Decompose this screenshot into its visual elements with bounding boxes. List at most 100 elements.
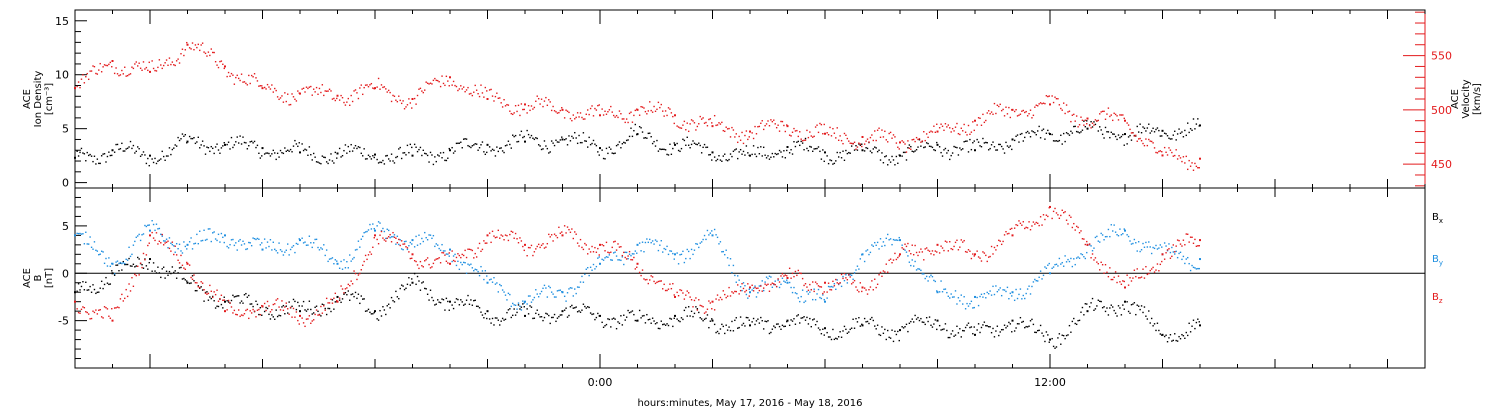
scatter-dot: [826, 297, 828, 299]
scatter-dot: [119, 147, 122, 150]
scatter-dot: [569, 140, 572, 142]
scatter-dot: [167, 247, 169, 249]
scatter-dot: [809, 283, 811, 286]
scatter-dot: [471, 304, 474, 306]
scatter-dot: [986, 325, 988, 327]
scatter-dot: [376, 225, 378, 227]
scatter-dot: [1080, 311, 1082, 313]
scatter-dot: [574, 118, 576, 120]
scatter-dot: [413, 272, 416, 275]
scatter-dot: [1096, 120, 1098, 122]
scatter-dot: [1009, 116, 1012, 119]
scatter-dot: [555, 234, 557, 237]
data-point: [1199, 239, 1201, 242]
scatter-dot: [597, 247, 599, 250]
scatter-dot: [288, 254, 290, 256]
scatter-dot: [775, 285, 778, 288]
scatter-dot: [438, 81, 440, 83]
data-point: [336, 262, 339, 265]
scatter-dot: [129, 265, 132, 267]
scatter-dot: [285, 305, 287, 307]
scatter-dot: [395, 290, 397, 293]
scatter-dot: [983, 252, 986, 254]
scatter-dot: [483, 96, 485, 98]
scatter-dot: [395, 243, 397, 245]
scatter-dot: [239, 302, 241, 304]
scatter-dot: [946, 329, 948, 332]
scatter-dot: [1071, 132, 1074, 134]
scatter-dot: [848, 151, 850, 154]
scatter-dot: [1188, 262, 1190, 265]
scatter-dot: [252, 305, 254, 308]
scatter-dot: [784, 274, 787, 276]
scatter-dot: [774, 123, 776, 125]
scatter-dot: [770, 331, 772, 334]
data-point: [186, 43, 189, 46]
scatter-dot: [951, 296, 954, 298]
scatter-dot: [282, 152, 285, 155]
scatter-dot: [969, 303, 971, 305]
scatter-dot: [294, 316, 296, 318]
scatter-dot: [987, 110, 990, 112]
scatter-dot: [350, 94, 352, 97]
scatter-dot: [506, 234, 508, 237]
scatter-dot: [1039, 216, 1042, 218]
scatter-dot: [1005, 231, 1007, 233]
scatter-dot: [170, 250, 172, 252]
scatter-dot: [979, 257, 981, 259]
scatter-dot: [996, 325, 999, 327]
scatter-dot: [1197, 318, 1199, 320]
scatter-dot: [894, 252, 896, 255]
scatter-dot: [356, 278, 358, 281]
scatter-dot: [539, 293, 541, 295]
scatter-dot: [152, 262, 155, 264]
scatter-dot: [441, 251, 443, 254]
scatter-dot: [105, 161, 107, 163]
scatter-dot: [183, 54, 185, 57]
scatter-dot: [861, 145, 863, 148]
scatter-dot: [399, 287, 401, 290]
scatter-dot: [418, 234, 420, 236]
scatter-dot: [960, 127, 962, 129]
scatter-dot: [615, 255, 618, 257]
scatter-dot: [80, 233, 83, 235]
data-point: [899, 154, 901, 157]
scatter-dot: [1119, 228, 1121, 230]
scatter-dot: [744, 134, 746, 137]
scatter-dot: [310, 85, 312, 88]
scatter-dot: [543, 100, 546, 102]
scatter-dot: [1146, 318, 1149, 320]
scatter-dot: [1051, 337, 1053, 340]
scatter-dot: [320, 162, 322, 165]
scatter-dot: [1150, 140, 1153, 143]
scatter-dot: [1026, 115, 1029, 117]
scatter-dot: [220, 147, 223, 149]
scatter-dot: [1176, 340, 1179, 342]
scatter-dot: [212, 51, 214, 54]
scatter-dot: [653, 320, 655, 322]
scatter-dot: [199, 147, 201, 149]
scatter-dot: [924, 146, 926, 148]
scatter-dot: [1058, 333, 1061, 335]
scatter-dot: [614, 152, 616, 154]
scatter-dot: [1149, 132, 1151, 134]
data-point: [561, 234, 564, 237]
scatter-dot: [625, 118, 628, 120]
scatter-dot: [139, 155, 142, 157]
scatter-dot: [866, 147, 869, 150]
data-point: [74, 156, 76, 159]
scatter-dot: [442, 299, 445, 301]
scatter-dot: [848, 331, 850, 333]
scatter-dot: [910, 264, 912, 267]
scatter-dot: [405, 154, 407, 156]
scatter-dot: [193, 280, 195, 282]
scatter-dot: [856, 265, 859, 267]
scatter-dot: [796, 292, 798, 295]
scatter-dot: [954, 126, 957, 128]
scatter-dot: [263, 86, 266, 89]
scatter-dot: [892, 238, 895, 241]
scatter-dot: [362, 235, 364, 238]
scatter-dot: [1165, 151, 1167, 153]
scatter-dot: [907, 147, 909, 149]
scatter-dot: [402, 152, 404, 154]
